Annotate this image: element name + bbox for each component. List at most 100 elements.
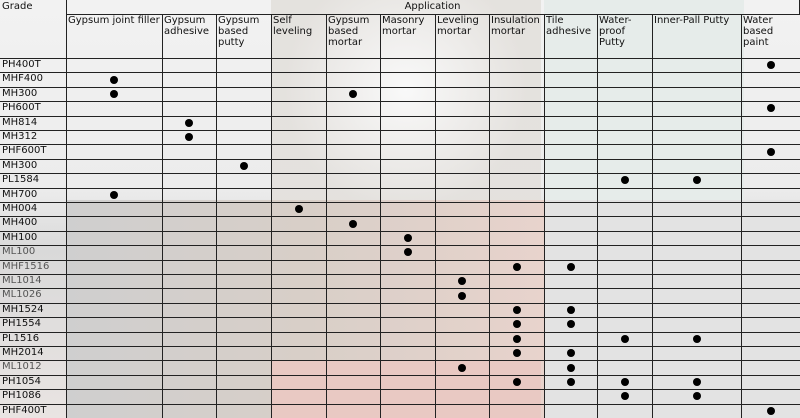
table-cell [741, 389, 800, 405]
table-cell [544, 389, 598, 405]
dot-marker [458, 291, 466, 300]
table-cell [741, 317, 800, 333]
grade-cell: MHF400 [0, 72, 67, 88]
table-cell [216, 245, 272, 261]
table-cell [326, 274, 381, 290]
grade-cell: MH400 [0, 216, 67, 232]
dot-marker [566, 320, 575, 329]
table-cell [544, 360, 598, 376]
table-cell [652, 274, 742, 290]
table-cell [544, 374, 598, 391]
table-cell [652, 403, 742, 418]
column-header: Insulation mortar [489, 14, 545, 59]
dot-marker [403, 234, 412, 242]
dot-marker [620, 334, 629, 343]
table-cell [271, 360, 327, 376]
table-cell [652, 259, 742, 275]
table-cell [544, 317, 598, 333]
table-cell [66, 115, 163, 131]
table-cell [380, 173, 436, 189]
table-cell [597, 317, 653, 333]
table-cell [326, 58, 381, 74]
table-cell [216, 360, 272, 376]
table-cell [435, 259, 490, 275]
table-cell [216, 158, 272, 175]
table-cell [271, 274, 327, 290]
table-cell [66, 346, 163, 362]
table-cell [162, 245, 217, 261]
table-cell [544, 403, 598, 418]
table-cell [271, 101, 327, 117]
table-cell [544, 58, 598, 74]
table-cell [216, 144, 272, 160]
column-header: Self leveling [271, 14, 327, 59]
table-cell [435, 158, 490, 175]
table-cell [216, 274, 272, 290]
grade-cell: PH1554 [0, 317, 67, 333]
table-cell [380, 216, 436, 232]
table-cell [216, 86, 272, 103]
table-cell [544, 101, 598, 117]
table-cell [652, 374, 742, 391]
dot-marker [512, 378, 521, 386]
table-cell [380, 374, 436, 391]
table-cell [66, 389, 163, 405]
table-cell [162, 158, 217, 175]
table-cell [597, 346, 653, 362]
table-cell [435, 302, 490, 319]
table-cell [162, 144, 217, 160]
table-cell [216, 58, 272, 74]
table-cell [271, 374, 327, 391]
table-cell [489, 58, 545, 74]
table-cell [544, 158, 598, 175]
table-cell [380, 288, 436, 304]
table-cell [326, 331, 381, 347]
table-cell [271, 288, 327, 304]
table-cell [597, 130, 653, 146]
background-photo [271, 0, 541, 200]
table-cell [216, 101, 272, 117]
grade-cell: PH600T [0, 101, 67, 117]
table-cell [380, 72, 436, 88]
table-cell [597, 86, 653, 103]
table-cell [544, 115, 598, 131]
dot-marker [566, 378, 575, 386]
table-cell [380, 317, 436, 333]
table-cell [489, 230, 545, 247]
grade-cell: ML100 [0, 245, 67, 261]
grade-cell: PHF400T [0, 403, 67, 418]
table-cell [216, 187, 272, 203]
table-cell [741, 375, 800, 391]
table-cell [326, 101, 381, 117]
table-cell [597, 403, 653, 418]
table-cell [741, 87, 800, 103]
table-cell [216, 331, 272, 347]
grade-header: Grade [0, 0, 67, 59]
table-cell [652, 115, 742, 131]
grade-cell: MH814 [0, 115, 67, 131]
table-cell [162, 259, 217, 275]
dot-marker [566, 306, 575, 314]
table-cell [326, 130, 381, 146]
table-cell [652, 173, 742, 189]
dot-marker [692, 378, 701, 386]
background-photo [544, 200, 800, 418]
table-cell [489, 130, 545, 146]
table-cell [216, 374, 272, 391]
grade-cell: MH004 [0, 202, 67, 218]
table-cell [271, 317, 327, 333]
table-cell [380, 86, 436, 103]
table-cell [435, 187, 490, 203]
table-cell [652, 144, 742, 160]
table-cell [489, 274, 545, 290]
table-cell [652, 389, 742, 405]
table-cell [741, 58, 800, 74]
table-cell [489, 403, 545, 418]
table-cell [597, 202, 653, 218]
table-cell [380, 130, 436, 146]
column-header: Tile adhesive [544, 14, 598, 59]
table-cell [489, 331, 545, 347]
table-cell [489, 187, 545, 203]
table-cell [162, 202, 217, 218]
table-cell [162, 115, 217, 131]
